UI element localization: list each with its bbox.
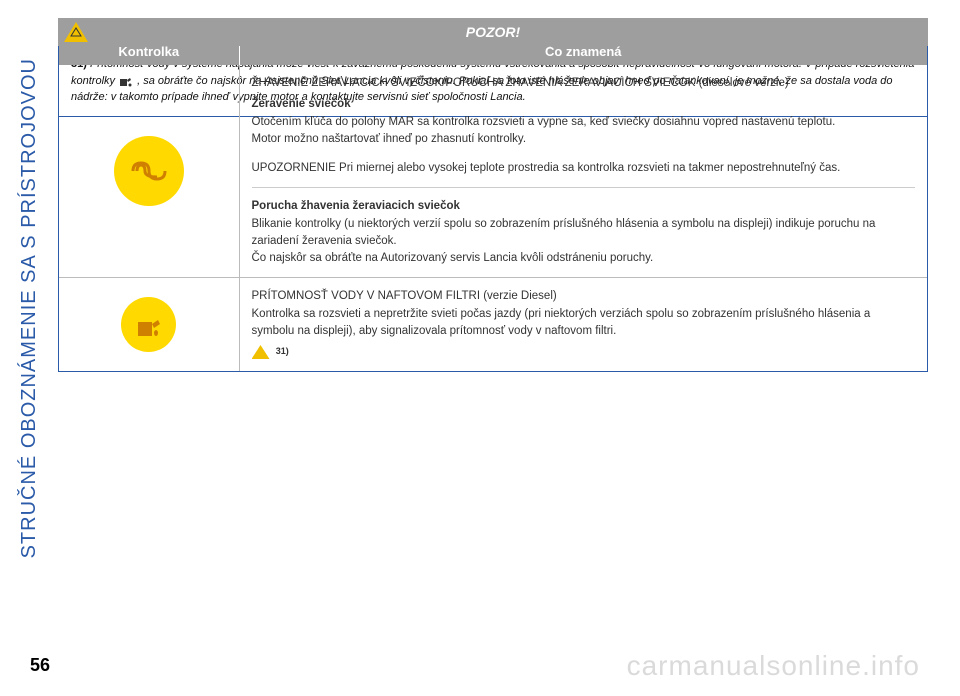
row2-ref-line: 31) — [252, 344, 916, 361]
row1-title: ŽHAVENIE ŽERAVIACICH SVIEČOK/PORUCHA ŽHA… — [252, 75, 916, 92]
row1-sub2-p1: Blikanie kontrolky (u niektorých verzií … — [252, 216, 916, 251]
row2-title: PRÍTOMNOSŤ VODY V NAFTOVOM FILTRI (verzi… — [252, 288, 916, 305]
icon-cell-glow-plug — [59, 65, 239, 278]
row2-ref: 31) — [276, 346, 289, 356]
warning-triangle-icon — [64, 22, 88, 42]
page-number: 56 — [30, 655, 50, 676]
row1-sub1-p1: Otočením kľúča do polohy MAR sa kontrolk… — [252, 114, 916, 131]
pozor-label: POZOR! — [466, 24, 520, 40]
warning-triangle-icon — [252, 345, 270, 359]
row1-sub1-note: UPOZORNENIE Pri miernej alebo vysokej te… — [252, 160, 916, 177]
row1-sub1-p2: Motor možno naštartovať ihneď po zhasnut… — [252, 131, 916, 148]
row2-p1: Kontrolka sa rozsvieti a nepretržite svi… — [252, 306, 916, 341]
table-row: PRÍTOMNOSŤ VODY V NAFTOVOM FILTRI (verzi… — [59, 278, 927, 372]
icon-cell-water-fuel — [59, 278, 239, 372]
glow-plug-icon — [114, 136, 184, 206]
row1-sub2-heading: Porucha žhavenia žeraviacich sviečok — [252, 198, 916, 215]
table-row: ŽHAVENIE ŽERAVIACICH SVIEČOK/PORUCHA ŽHA… — [59, 65, 927, 278]
content-cell-water-fuel: PRÍTOMNOSŤ VODY V NAFTOVOM FILTRI (verzi… — [239, 278, 927, 372]
indicator-table: Kontrolka Čo znamená ŽHAVENIE ŽERAVIACIC… — [59, 38, 927, 371]
water-in-fuel-icon — [121, 297, 176, 352]
section-vertical-label: STRUČNÉ OBOZNÁMENIE SA S PRÍSTROJOVOU — [18, 58, 41, 558]
main-table-container: Kontrolka Čo znamená ŽHAVENIE ŽERAVIACIC… — [58, 38, 928, 372]
row1-sub2-p2: Čo najskôr sa obráťte na Autorizovaný se… — [252, 250, 916, 267]
inner-separator — [252, 187, 916, 188]
watermark: carmanualsonline.info — [627, 650, 920, 682]
pozor-header: POZOR! — [58, 18, 928, 46]
content-cell-glow-plug: ŽHAVENIE ŽERAVIACICH SVIEČOK/PORUCHA ŽHA… — [239, 65, 927, 278]
row1-sub1-heading: Žeravenie sviečok — [252, 96, 916, 113]
